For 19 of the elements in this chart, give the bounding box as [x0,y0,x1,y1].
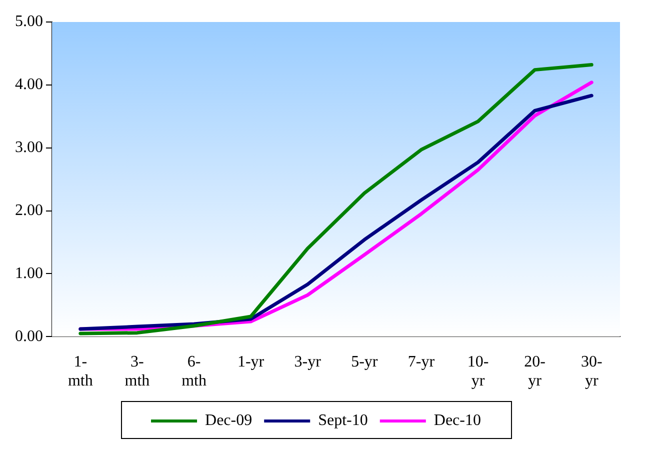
x-tick-label: 7-yr [408,353,436,370]
x-tick-label: 3-yr [294,353,322,370]
x-tick-label: 1-yr [237,353,265,370]
y-tick-label: 2.00 [15,202,43,219]
y-tick-label: 5.00 [15,13,43,30]
legend-label: Dec-10 [434,412,481,430]
x-tick-label: 10- yr [467,353,489,390]
y-tick-label: 4.00 [15,76,43,94]
x-tick-label: 3- mth [124,353,150,390]
y-tick-label: 0.00 [15,328,43,345]
x-tick-label: 30- yr [580,353,602,390]
x-tick-label: 6- mth [182,353,206,390]
y-tick-label: 3.00 [15,139,43,156]
legend-label: Sept-10 [318,412,368,430]
x-tick-label: 5-yr [351,353,378,370]
x-tick-label: 20- yr [524,353,546,390]
x-tick-label: 1- mth [68,353,93,390]
legend-label: Dec-09 [205,412,252,430]
y-tick-label: 1.00 [15,264,43,282]
